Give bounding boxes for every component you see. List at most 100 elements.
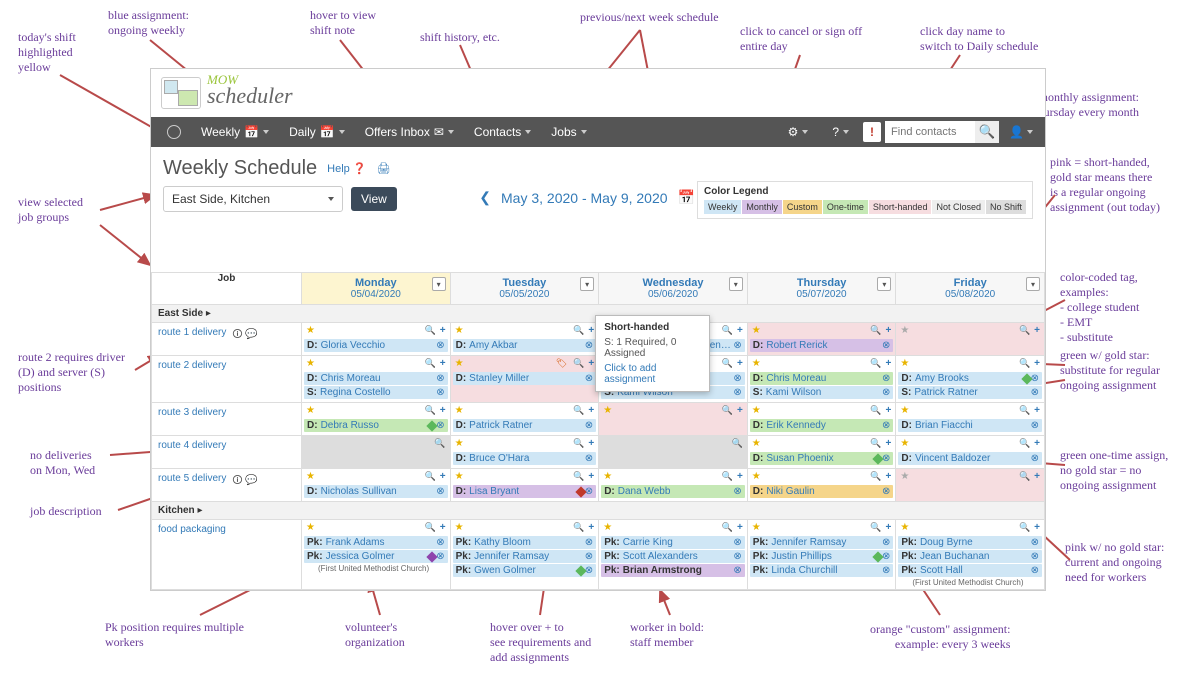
info-icon[interactable]: 🛈 💬 <box>232 327 257 344</box>
cancel-icon[interactable]: ⊗ <box>733 387 741 398</box>
day-menu[interactable]: ▾ <box>580 277 594 291</box>
nav-help[interactable]: ? <box>822 117 859 147</box>
cancel-icon[interactable]: ⊗ <box>1031 537 1039 548</box>
cancel-icon[interactable]: ⊗ <box>882 565 890 576</box>
add-icon[interactable]: + <box>886 471 892 482</box>
day-header[interactable]: Thursday05/07/2020▾ <box>747 273 896 305</box>
add-icon[interactable]: + <box>1034 522 1040 533</box>
assignment[interactable]: D:Debra Russo⊗ <box>304 419 448 432</box>
nav-contacts[interactable]: Contacts <box>464 117 541 147</box>
cancel-icon[interactable]: ⊗ <box>585 537 593 548</box>
history-icon[interactable] <box>722 405 733 416</box>
add-icon[interactable]: + <box>737 325 743 336</box>
add-icon[interactable]: + <box>588 358 594 369</box>
assignment[interactable]: D:Susan Phoenix⊗ <box>750 452 894 465</box>
assignment[interactable]: Pk:Justin Phillips⊗ <box>750 550 894 563</box>
help-link[interactable]: Help ❓ <box>327 162 366 175</box>
nav-weekly[interactable]: Weekly 📅 <box>191 117 279 147</box>
history-icon[interactable] <box>425 358 436 369</box>
job-label[interactable]: route 4 delivery <box>152 436 302 469</box>
assignment[interactable]: D:Patrick Ratner⊗ <box>453 419 597 432</box>
add-icon[interactable]: + <box>1034 405 1040 416</box>
history-icon[interactable] <box>722 358 733 369</box>
assignment[interactable]: Pk:Scott Alexanders⊗ <box>601 550 745 563</box>
cancel-icon[interactable]: ⊗ <box>585 340 593 351</box>
assignment[interactable]: D:Robert Rerick⊗ <box>750 339 894 352</box>
cancel-icon[interactable]: ⊗ <box>436 537 444 548</box>
history-icon[interactable] <box>1019 358 1030 369</box>
assignment[interactable]: D:Bruce O'Hara⊗ <box>453 452 597 465</box>
assignment[interactable]: Pk:Brian Armstrong⊗ <box>601 564 745 577</box>
history-icon[interactable] <box>425 325 436 336</box>
cancel-icon[interactable]: ⊗ <box>436 486 444 497</box>
assignment[interactable]: D:Niki Gaulin⊗ <box>750 485 894 498</box>
add-icon[interactable]: + <box>1034 358 1040 369</box>
cancel-icon[interactable]: ⊗ <box>1031 565 1039 576</box>
user-menu[interactable]: 👤 <box>1003 125 1039 139</box>
history-icon[interactable] <box>573 522 584 533</box>
history-icon[interactable] <box>425 522 436 533</box>
history-icon[interactable] <box>425 405 436 416</box>
cancel-icon[interactable]: ⊗ <box>733 486 741 497</box>
assignment[interactable]: Pk:Carrie King⊗ <box>601 536 745 549</box>
history-icon[interactable] <box>1019 325 1030 336</box>
cancel-icon[interactable]: ⊗ <box>733 565 741 576</box>
assignment[interactable]: Pk:Doug Byrne⊗ <box>898 536 1042 549</box>
cancel-icon[interactable]: ⊗ <box>882 340 890 351</box>
jobgroup-dropdown[interactable]: East Side, Kitchen <box>163 186 343 212</box>
calendar-icon[interactable]: 📅 <box>678 189 695 206</box>
assignment[interactable]: S:Patrick Ratner⊗ <box>898 386 1042 399</box>
assignment[interactable]: Pk:Jessica Golmer⊗ <box>304 550 448 563</box>
tooltip-link[interactable]: Click to add assignment <box>604 363 701 385</box>
history-icon[interactable] <box>573 325 584 336</box>
history-icon[interactable] <box>1019 438 1030 449</box>
history-icon[interactable] <box>870 405 881 416</box>
assignment[interactable]: D:Gloria Vecchio⊗ <box>304 339 448 352</box>
add-icon[interactable]: + <box>588 471 594 482</box>
assignment[interactable]: S:Kami Wilson⊗ <box>750 386 894 399</box>
day-header[interactable]: Tuesday05/05/2020▾ <box>450 273 599 305</box>
history-icon[interactable] <box>1019 522 1030 533</box>
history-icon[interactable] <box>573 438 584 449</box>
info-icon[interactable]: 🛈 💬 <box>232 473 257 490</box>
cancel-icon[interactable]: ⊗ <box>882 486 890 497</box>
assignment[interactable]: D:Dana Webb⊗ <box>601 485 745 498</box>
add-icon[interactable]: + <box>886 405 892 416</box>
cancel-icon[interactable]: ⊗ <box>882 387 890 398</box>
history-icon[interactable] <box>870 325 881 336</box>
add-icon[interactable]: + <box>737 358 743 369</box>
history-icon[interactable] <box>870 358 881 369</box>
add-icon[interactable]: + <box>440 325 446 336</box>
nav-home[interactable] <box>157 117 191 147</box>
assignment[interactable]: Pk:Jennifer Ramsay⊗ <box>453 550 597 563</box>
add-icon[interactable]: + <box>588 405 594 416</box>
cancel-icon[interactable]: ⊗ <box>1031 420 1039 431</box>
job-label[interactable]: route 1 delivery🛈 💬 <box>152 323 302 356</box>
add-icon[interactable]: + <box>588 522 594 533</box>
cancel-icon[interactable]: ⊗ <box>436 340 444 351</box>
history-icon[interactable] <box>870 471 881 482</box>
add-icon[interactable]: + <box>737 405 743 416</box>
day-header[interactable]: Monday05/04/2020▾ <box>302 273 451 305</box>
assignment[interactable]: Pk:Jean Buchanan⊗ <box>898 550 1042 563</box>
assignment[interactable]: S:Regina Costello⊗ <box>304 386 448 399</box>
view-button[interactable]: View <box>351 187 397 211</box>
add-icon[interactable]: + <box>1034 438 1040 449</box>
nav-offers[interactable]: Offers Inbox ✉ <box>355 117 464 147</box>
assignment[interactable]: D:Chris Moreau⊗ <box>304 372 448 385</box>
assignment[interactable]: D:Erik Kennedy⊗ <box>750 419 894 432</box>
day-menu[interactable]: ▾ <box>729 277 743 291</box>
add-icon[interactable]: + <box>886 522 892 533</box>
add-icon[interactable]: + <box>886 438 892 449</box>
add-icon[interactable]: + <box>440 471 446 482</box>
assignment[interactable]: D:Lisa Bryant⊗ <box>453 485 597 498</box>
assignment[interactable]: Pk:Kathy Bloom⊗ <box>453 536 597 549</box>
job-label[interactable]: route 2 delivery <box>152 356 302 403</box>
print-icon[interactable]: 🖨 <box>377 162 391 175</box>
nav-jobs[interactable]: Jobs <box>541 117 596 147</box>
day-menu[interactable]: ▾ <box>1026 277 1040 291</box>
history-icon[interactable] <box>573 358 584 369</box>
cancel-icon[interactable]: ⊗ <box>585 453 593 464</box>
day-header[interactable]: Friday05/08/2020▾ <box>896 273 1045 305</box>
history-icon[interactable] <box>573 405 584 416</box>
